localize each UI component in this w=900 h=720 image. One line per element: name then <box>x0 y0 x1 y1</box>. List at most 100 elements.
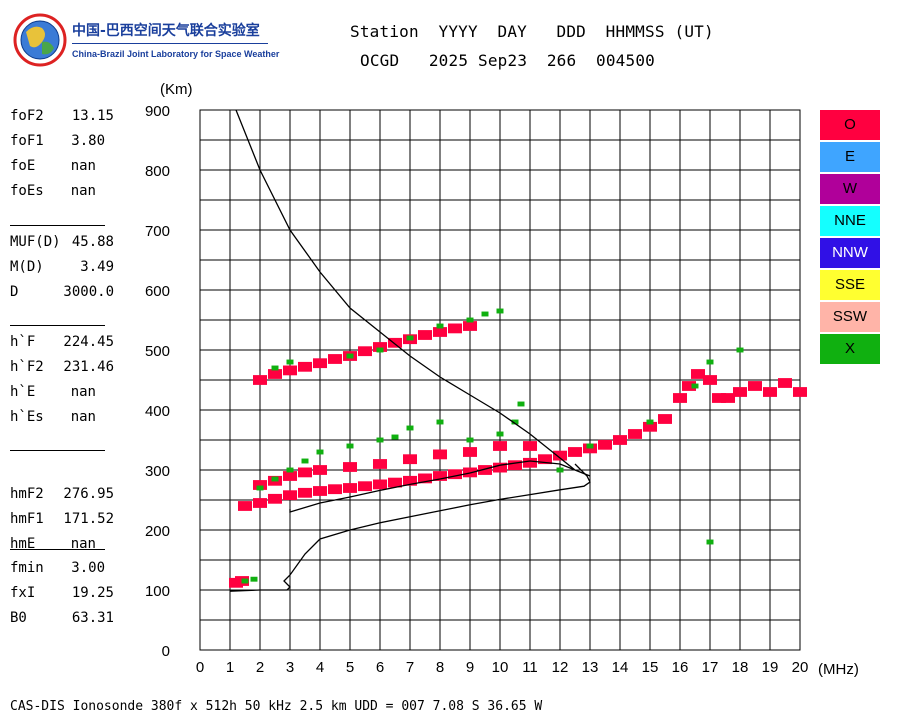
param-value: nan <box>70 158 96 174</box>
echo-point <box>283 471 297 481</box>
param-value: 63.31 <box>71 610 114 626</box>
param-row: h`F2 231.46 <box>10 359 120 379</box>
echo-point <box>481 311 489 317</box>
param-row: foE nan <box>10 158 120 178</box>
param-row: fmin 3.00 <box>10 560 120 580</box>
profile-line <box>229 463 591 592</box>
echo-point <box>613 435 627 445</box>
echo-point <box>496 308 504 314</box>
echo-point <box>316 449 324 455</box>
echo-point <box>250 576 258 582</box>
echo-point <box>406 335 414 341</box>
param-name: hmE <box>10 536 36 552</box>
param-name: h`Es <box>10 409 44 425</box>
profile-line <box>235 109 591 513</box>
echo-point <box>388 337 402 348</box>
param-row: h`Es nan <box>10 409 120 429</box>
legend-item-sse: SSE <box>820 270 880 300</box>
param-row: hmF2 276.95 <box>10 486 120 506</box>
x-tick-label: 1 <box>226 659 234 676</box>
x-tick-label: 5 <box>346 659 354 676</box>
x-tick-label: 7 <box>406 659 414 676</box>
param-row: hmE nan <box>10 536 120 556</box>
param-value: nan <box>70 536 96 552</box>
echo-point <box>298 487 312 498</box>
echo-point <box>253 480 267 490</box>
param-row: foF1 3.80 <box>10 133 120 153</box>
param-name: foE <box>10 158 36 174</box>
echo-point <box>643 421 657 432</box>
param-value: nan <box>70 384 96 400</box>
chart-marks <box>229 109 807 592</box>
y-tick-label: 200 <box>145 523 170 540</box>
echo-point <box>253 498 267 508</box>
param-name: foEs <box>10 183 44 199</box>
echo-point <box>673 393 687 403</box>
echo-point <box>463 447 477 457</box>
y-tick-label: 0 <box>162 643 170 660</box>
chart-grid <box>199 109 801 651</box>
x-tick-label: 3 <box>286 659 294 676</box>
echo-point <box>403 475 417 486</box>
x-tick-label: 8 <box>436 659 444 676</box>
echo-point <box>703 375 717 385</box>
footer-info: CAS-DIS Ionosonde 380f x 512h 50 kHz 2.5… <box>10 699 543 714</box>
x-axis-unit-label: (MHz) <box>818 661 859 678</box>
echo-point <box>763 387 777 397</box>
param-name: B0 <box>10 610 27 626</box>
echo-point <box>313 465 327 475</box>
echo-point <box>256 485 264 491</box>
header-label-row: Station YYYY DAY DDD HHMMSS (UT) <box>350 22 714 41</box>
x-tick-label: 17 <box>702 659 719 676</box>
echo-point <box>346 443 354 449</box>
echo-point <box>448 323 462 334</box>
echo-point <box>313 486 327 496</box>
echo-point <box>418 330 432 340</box>
echo-point <box>496 431 504 437</box>
param-name: h`F2 <box>10 359 44 375</box>
logo-divider <box>72 43 268 44</box>
echo-point <box>373 459 387 469</box>
echo-point <box>328 484 342 495</box>
legend-item-o: O <box>820 110 880 140</box>
echo-point <box>358 481 372 492</box>
x-tick-label: 20 <box>792 659 809 676</box>
param-name: h`E <box>10 384 36 400</box>
echo-point <box>298 361 312 372</box>
echo-point <box>463 321 477 331</box>
x-tick-label: 14 <box>612 659 629 676</box>
param-value: 13.15 <box>71 108 114 124</box>
x-tick-label: 4 <box>316 659 324 676</box>
separator-line <box>10 225 105 226</box>
param-name: fmin <box>10 560 44 576</box>
x-tick-label: 0 <box>196 659 204 676</box>
param-value: 3000.0 <box>63 284 114 300</box>
param-value: 3.80 <box>71 133 105 149</box>
param-value: nan <box>70 409 96 425</box>
echo-point <box>691 383 699 389</box>
echo-point <box>298 467 312 478</box>
echo-point <box>343 462 357 472</box>
echo-point <box>433 471 447 481</box>
x-tick-label: 11 <box>522 659 538 676</box>
legend-item-nnw: NNW <box>820 238 880 268</box>
echo-point <box>253 375 267 385</box>
echo-point <box>346 353 354 359</box>
param-name: D <box>10 284 19 300</box>
param-name: MUF(D) <box>10 234 61 250</box>
echo-point <box>721 393 735 403</box>
param-name: M(D) <box>10 259 44 275</box>
param-value: 19.25 <box>71 585 114 601</box>
echo-point <box>328 354 342 364</box>
echo-point <box>283 365 297 376</box>
param-row: foEs nan <box>10 183 120 203</box>
echo-point <box>538 454 552 465</box>
globe-logo-icon <box>13 13 67 67</box>
echo-point <box>586 443 594 449</box>
x-tick-label: 16 <box>672 659 689 676</box>
legend-item-w: W <box>820 174 880 204</box>
echo-point <box>388 477 402 488</box>
echo-point <box>376 347 384 353</box>
echo-point <box>691 369 705 379</box>
